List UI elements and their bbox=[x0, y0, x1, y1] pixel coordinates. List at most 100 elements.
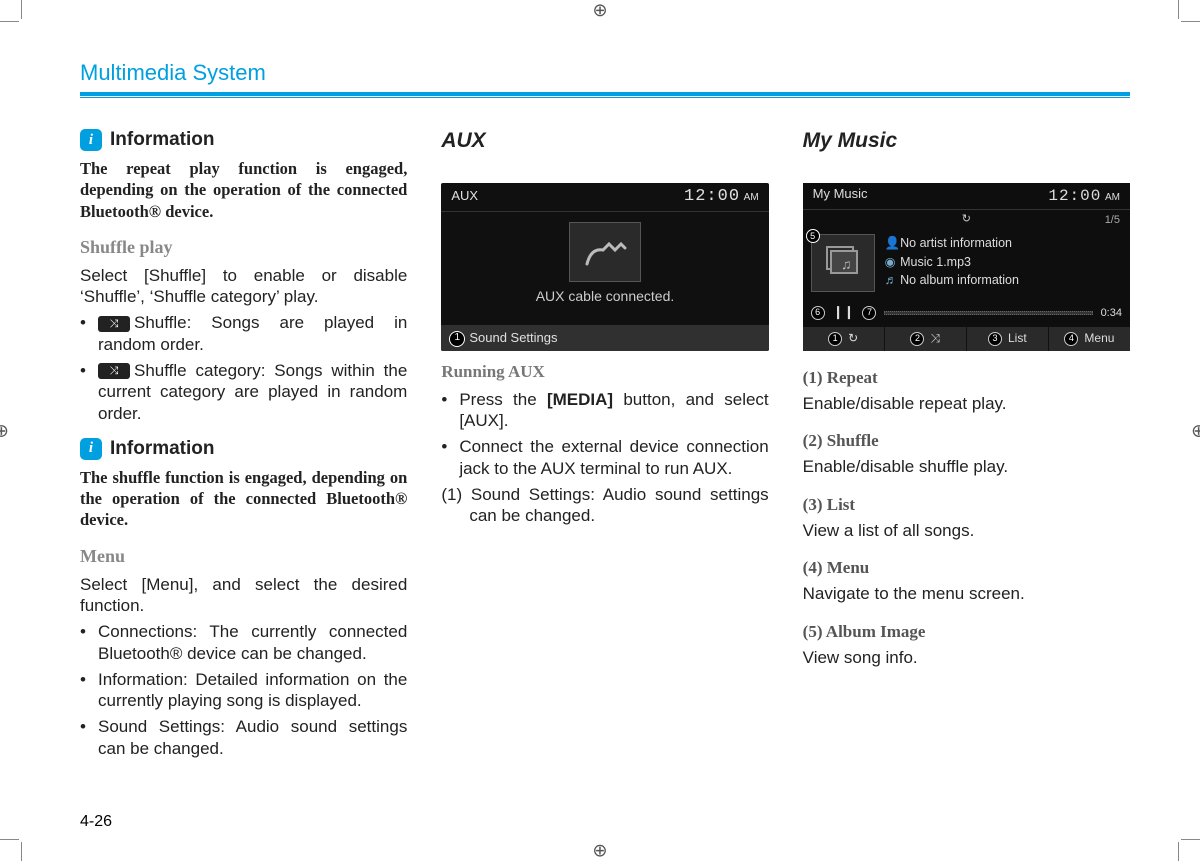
shuffle-category-icon: ⤨ bbox=[98, 363, 130, 379]
repeat-icon: ↻ bbox=[848, 331, 858, 346]
def-body: Enable/disable shuffle play. bbox=[803, 456, 1130, 478]
definition-row: (3) List View a list of all songs. bbox=[803, 494, 1130, 542]
definition-row: (4) Menu Navigate to the menu screen. bbox=[803, 557, 1130, 605]
column-1: i Information The repeat play function i… bbox=[80, 128, 407, 760]
menu-heading: Menu bbox=[80, 545, 407, 568]
track-counter: 1/5 bbox=[1105, 213, 1120, 227]
clock-time: 12:00 bbox=[1048, 187, 1101, 205]
list-label: List bbox=[1008, 331, 1027, 346]
list-item: •Information: Detailed information on th… bbox=[80, 669, 407, 713]
album-icon: ♬ bbox=[885, 271, 897, 289]
artist-text: No artist information bbox=[900, 236, 1012, 250]
sound-settings-label: Sound Settings bbox=[469, 330, 557, 347]
my-music-screenshot: My Music 12:00 AM ↻ 1/5 ♫ 5 👤 No artist … bbox=[803, 183, 1130, 351]
def-body: Navigate to the menu screen. bbox=[803, 583, 1130, 605]
page-title: Multimedia System bbox=[80, 60, 1130, 86]
bullet-text: Connect the external device connection j… bbox=[459, 436, 768, 480]
mode-label: AUX bbox=[451, 188, 478, 205]
def-body: View song info. bbox=[803, 647, 1130, 669]
list-button: 3 List bbox=[967, 327, 1049, 351]
pause-icon: ❙❙ bbox=[833, 304, 855, 321]
screen-bottom-bar: Sound Settings bbox=[441, 325, 768, 351]
def-title: (4) Menu bbox=[803, 557, 1130, 579]
mode-label: My Music bbox=[813, 186, 868, 206]
def-title: (5) Album Image bbox=[803, 621, 1130, 643]
callout-7: 7 bbox=[862, 306, 876, 320]
crop-mark bbox=[1178, 842, 1179, 861]
registration-mark-icon: ⊕ bbox=[592, 840, 607, 861]
info-icon: i bbox=[80, 438, 102, 460]
callout-5: 5 bbox=[806, 229, 820, 243]
crop-mark bbox=[0, 839, 19, 840]
screen-titlebar: My Music 12:00 AM bbox=[803, 183, 1130, 209]
clock-time: 12:00 bbox=[684, 187, 740, 206]
track-text: Music 1.mp3 bbox=[900, 255, 971, 269]
crop-mark bbox=[21, 842, 22, 861]
list-item: •⤨Shuffle category: Songs within the cur… bbox=[80, 360, 407, 425]
bullet-text: Sound Settings: Audio sound settings can… bbox=[98, 716, 407, 760]
page-number: 4-26 bbox=[80, 813, 112, 831]
info-heading: Information bbox=[110, 128, 215, 152]
registration-mark-icon: ⊕ bbox=[592, 0, 607, 21]
def-title: (1) Repeat bbox=[803, 367, 1130, 389]
callout-3: 3 bbox=[988, 332, 1002, 346]
registration-mark-icon: ⊕ bbox=[1188, 423, 1200, 438]
my-music-title: My Music bbox=[803, 128, 1130, 155]
bullet-text: Shuffle category: Songs within the curre… bbox=[98, 361, 407, 424]
crop-mark bbox=[1181, 839, 1200, 840]
list-item: •⤨Shuffle: Songs are played in random or… bbox=[80, 312, 407, 356]
svg-text:♫: ♫ bbox=[841, 256, 852, 272]
callout-1: 1 bbox=[828, 332, 842, 346]
info-body-text: The shuffle function is engaged, dependi… bbox=[80, 467, 407, 530]
aux-screenshot: AUX 12:00 AM AUX cable connected. Sound … bbox=[441, 183, 768, 351]
menu-bullets: •Connections: The currently connected Bl… bbox=[80, 621, 407, 760]
media-button-label: [MEDIA] bbox=[547, 390, 613, 409]
track-info: 👤 No artist information ◉ Music 1.mp3 ♬ … bbox=[885, 234, 1122, 292]
registration-mark-icon: ⊕ bbox=[0, 423, 12, 438]
list-item: •Connections: The currently connected Bl… bbox=[80, 621, 407, 665]
album-art-icon: ♫ 5 bbox=[811, 234, 875, 292]
aux-title: AUX bbox=[441, 128, 768, 155]
repeat-button: 1↻ bbox=[803, 327, 885, 351]
divider bbox=[441, 211, 768, 212]
bullet-text-pre: Press the bbox=[459, 390, 547, 409]
menu-intro: Select [Menu], and select the desired fu… bbox=[80, 574, 407, 618]
callout-4: 4 bbox=[1064, 332, 1078, 346]
list-item: •Connect the external device connection … bbox=[441, 436, 768, 480]
header-rule bbox=[80, 92, 1130, 98]
page-content: Multimedia System i Information The repe… bbox=[80, 60, 1130, 831]
clock-ampm: AM bbox=[1105, 192, 1120, 203]
numbered-note: (1) Sound Settings: Audio sound settings… bbox=[441, 484, 768, 528]
progress-row: 6 ❙❙ 7 0:34 bbox=[811, 304, 1122, 321]
bullet-text: Shuffle: Songs are played in random orde… bbox=[98, 313, 407, 354]
definition-row: (1) Repeat Enable/disable repeat play. bbox=[803, 367, 1130, 415]
menu-button: 4 Menu bbox=[1049, 327, 1130, 351]
crop-mark bbox=[0, 21, 19, 22]
aux-message: AUX cable connected. bbox=[441, 288, 768, 306]
def-body: View a list of all songs. bbox=[803, 520, 1130, 542]
artist-icon: 👤 bbox=[885, 234, 897, 252]
list-item: •Sound Settings: Audio sound settings ca… bbox=[80, 716, 407, 760]
callout-2: 2 bbox=[910, 332, 924, 346]
list-item: •Press the [MEDIA] button, and select [A… bbox=[441, 389, 768, 433]
repeat-icon: ↻ bbox=[803, 210, 1130, 228]
disc-icon: ◉ bbox=[885, 253, 897, 271]
info-callout: i Information bbox=[80, 437, 407, 461]
def-body: Enable/disable repeat play. bbox=[803, 393, 1130, 415]
screen-body: ♫ 5 👤 No artist information ◉ Music 1.mp… bbox=[803, 228, 1130, 292]
running-bullets: •Press the [MEDIA] button, and select [A… bbox=[441, 389, 768, 480]
screen-bottom-bar: 1↻ 2⤨ 3List 4Menu bbox=[803, 327, 1130, 351]
shuffle-intro: Select [Shuffle] to enable or disable ‘S… bbox=[80, 265, 407, 309]
album-text: No album information bbox=[900, 273, 1019, 287]
columns: i Information The repeat play function i… bbox=[80, 128, 1130, 760]
shuffle-bullets: •⤨Shuffle: Songs are played in random or… bbox=[80, 312, 407, 425]
def-title: (2) Shuffle bbox=[803, 430, 1130, 452]
shuffle-icon: ⤨ bbox=[98, 316, 130, 332]
crop-mark bbox=[1178, 0, 1179, 19]
column-3: My Music My Music 12:00 AM ↻ 1/5 ♫ 5 👤 N… bbox=[803, 128, 1130, 760]
info-callout: i Information bbox=[80, 128, 407, 152]
menu-label: Menu bbox=[1084, 331, 1114, 346]
elapsed-time: 0:34 bbox=[1101, 306, 1122, 320]
bullet-text: Connections: The currently connected Blu… bbox=[98, 621, 407, 665]
running-aux-heading: Running AUX bbox=[441, 361, 768, 383]
